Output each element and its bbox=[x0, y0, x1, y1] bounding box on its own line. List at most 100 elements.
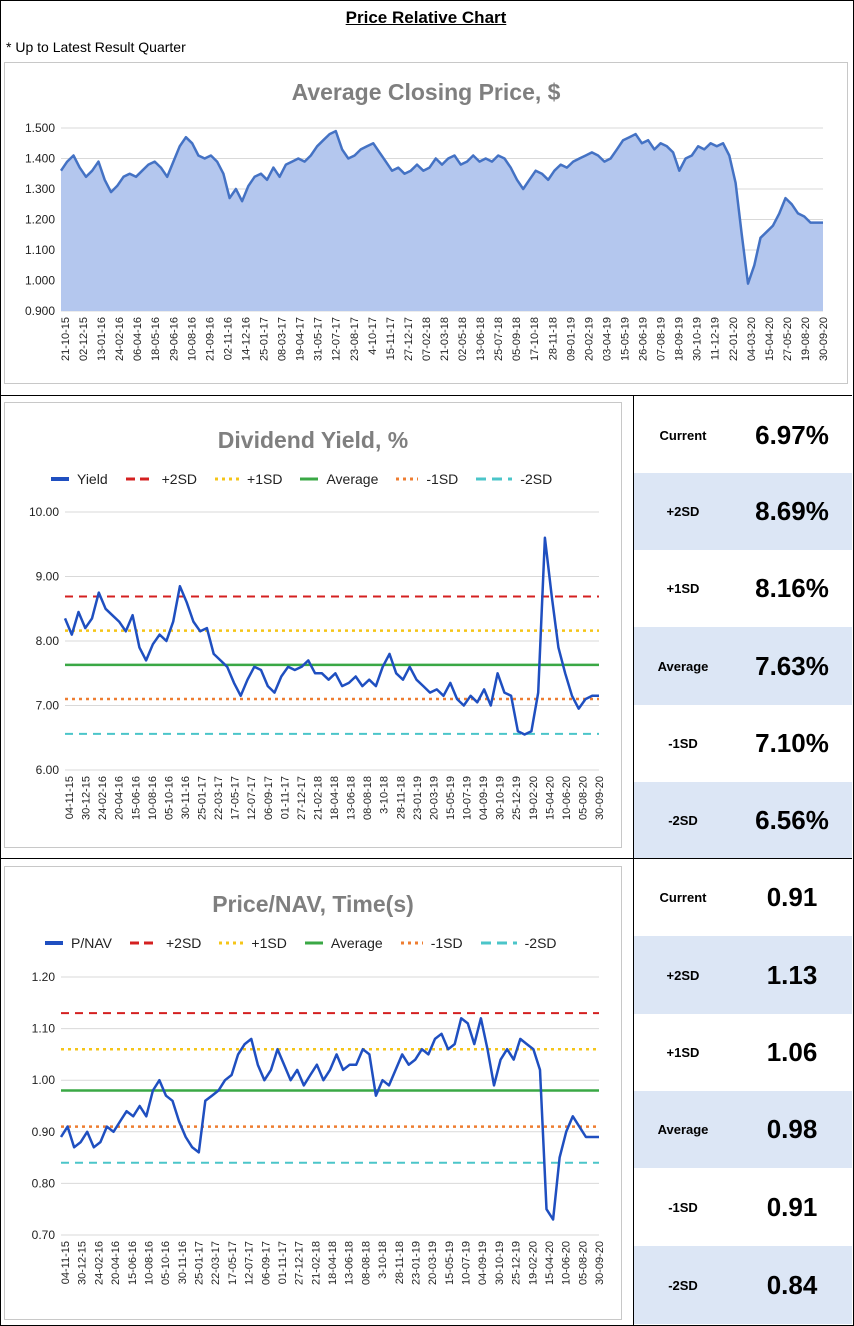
stat-value: 7.10% bbox=[755, 728, 829, 758]
x-tick-label: 26-06-19 bbox=[638, 317, 650, 361]
x-tick-label: 3-10-18 bbox=[379, 776, 391, 814]
pnav-stat-average: Average 0.98 bbox=[634, 1091, 852, 1168]
x-tick-label: 03-04-19 bbox=[601, 317, 613, 361]
x-tick-label: 25-12-19 bbox=[511, 776, 523, 820]
x-tick-label: 18-09-19 bbox=[674, 317, 686, 361]
y-tick-label: 0.70 bbox=[32, 1228, 56, 1242]
x-tick-label: 4-10-17 bbox=[367, 317, 379, 355]
pnav-legend: P/NAV +2SD +1SD Average -1SD -2SD bbox=[45, 935, 575, 951]
x-tick-label: 24-02-16 bbox=[114, 317, 126, 361]
x-tick-label: 12-07-17 bbox=[246, 776, 258, 820]
x-tick-label: 19-02-20 bbox=[528, 776, 540, 820]
x-tick-label: 23-01-19 bbox=[412, 776, 424, 820]
legend-average: Average bbox=[300, 471, 379, 487]
x-tick-label: 08-08-18 bbox=[362, 776, 374, 820]
stat-value: 0.91 bbox=[766, 882, 818, 912]
x-tick-label: 10-06-20 bbox=[561, 1241, 573, 1285]
x-tick-label: 02-05-18 bbox=[457, 317, 469, 361]
x-tick-label: 27-05-20 bbox=[782, 317, 794, 361]
yield-chart-title: Dividend Yield, % bbox=[217, 427, 409, 453]
x-tick-label: 01-11-17 bbox=[279, 776, 291, 819]
x-tick-label: 15-06-16 bbox=[130, 776, 142, 820]
yield-line bbox=[63, 536, 599, 736]
x-tick-label: 04-09-19 bbox=[477, 1241, 489, 1285]
pnav-stat-minus2sd: -2SD 0.84 bbox=[634, 1246, 852, 1324]
x-tick-label: 06-04-16 bbox=[132, 317, 144, 361]
divider-vertical bbox=[633, 395, 634, 1325]
yield-stat-current: Current 6.97% bbox=[634, 397, 852, 473]
yield-chart-panel: Dividend Yield, % Yield +2SD +1SD Averag… bbox=[4, 402, 622, 848]
stat-label: Current bbox=[659, 427, 707, 443]
y-tick-label: 1.300 bbox=[25, 182, 55, 196]
x-tick-label: 17-05-17 bbox=[230, 776, 242, 820]
x-tick-label: 22-03-17 bbox=[213, 776, 225, 820]
y-tick-label: 6.00 bbox=[36, 763, 60, 777]
stat-value: 7.63% bbox=[755, 650, 829, 681]
y-tick-label: 1.500 bbox=[25, 121, 55, 135]
x-tick-label: 3-10-18 bbox=[377, 1241, 389, 1279]
legend-plus2sd: +2SD bbox=[129, 935, 202, 951]
price-line bbox=[59, 129, 823, 285]
x-tick-label: 01-11-17 bbox=[277, 1241, 289, 1284]
yield-stat-plus2sd: +2SD 8.69% bbox=[634, 473, 852, 550]
x-tick-label: 31-05-17 bbox=[313, 317, 325, 361]
y-tick-label: 7.00 bbox=[36, 699, 60, 713]
x-tick-label: 27-12-17 bbox=[403, 317, 415, 361]
x-tick-label: 05-10-16 bbox=[163, 776, 175, 820]
y-tick-label: 0.900 bbox=[25, 304, 55, 318]
x-tick-label: 15-04-20 bbox=[764, 317, 776, 361]
x-tick-label: 30-10-19 bbox=[495, 776, 507, 820]
x-tick-label: 30-11-16 bbox=[177, 1241, 189, 1284]
x-tick-label: 15-11-17 bbox=[385, 317, 397, 360]
x-tick-label: 12-07-17 bbox=[331, 317, 343, 361]
stat-value: 0.84 bbox=[766, 1269, 818, 1300]
x-tick-label: 07-08-19 bbox=[656, 317, 668, 361]
x-tick-label: 17-05-17 bbox=[227, 1241, 239, 1285]
x-tick-label: 04-11-15 bbox=[64, 776, 76, 819]
x-tick-label: 28-11-18 bbox=[395, 776, 407, 819]
x-tick-label: 10-08-16 bbox=[147, 776, 159, 820]
y-tick-label: 0.80 bbox=[32, 1176, 56, 1190]
x-tick-label: 15-05-19 bbox=[444, 1241, 456, 1285]
divider-top bbox=[0, 395, 852, 396]
x-tick-label: 13-06-18 bbox=[344, 1241, 356, 1285]
x-tick-label: 30-10-19 bbox=[494, 1241, 506, 1285]
legend-yield: Yield bbox=[51, 471, 108, 487]
x-tick-label: 25-01-17 bbox=[197, 776, 209, 820]
stat-label: Current bbox=[659, 890, 707, 905]
x-tick-label: 30-12-15 bbox=[81, 776, 93, 820]
x-tick-label: 22-01-20 bbox=[728, 317, 740, 361]
stat-value: 8.16% bbox=[755, 573, 829, 603]
x-tick-label: 20-04-16 bbox=[114, 776, 126, 820]
legend-plus1sd: +1SD bbox=[215, 471, 283, 487]
x-tick-label: 27-12-17 bbox=[296, 776, 308, 820]
stat-label: +2SD bbox=[666, 504, 700, 519]
legend-minus2sd: -2SD bbox=[476, 471, 553, 487]
x-tick-label: 07-02-18 bbox=[421, 317, 433, 361]
y-tick-label: 8.00 bbox=[36, 634, 60, 648]
x-tick-label: 25-07-18 bbox=[493, 317, 505, 361]
x-tick-label: 30-10-19 bbox=[692, 317, 704, 361]
y-tick-label: 10.00 bbox=[29, 505, 59, 519]
x-tick-label: 25-01-17 bbox=[194, 1241, 206, 1285]
pnav-stat-plus1sd: +1SD 1.06 bbox=[634, 1014, 852, 1091]
yield-stat-average: Average 7.63% bbox=[634, 627, 852, 705]
y-tick-label: 1.20 bbox=[32, 970, 56, 984]
price-chart: 1.500 1.400 1.300 1.200 1.100 1.000 0.900 21-10… bbox=[25, 121, 830, 361]
x-tick-label: 20-03-19 bbox=[427, 1241, 439, 1285]
stat-value: 6.56% bbox=[755, 804, 829, 835]
x-tick-label: 23-08-17 bbox=[349, 317, 361, 361]
x-tick-label: 14-12-16 bbox=[240, 317, 252, 361]
x-tick-label: 13-01-16 bbox=[96, 317, 108, 361]
x-tick-label: 02-11-16 bbox=[222, 317, 234, 360]
y-tick-label: 9.00 bbox=[36, 570, 60, 584]
pnav-chart-title: Price/NAV, Time(s) bbox=[212, 891, 414, 917]
x-tick-label: 18-05-16 bbox=[150, 317, 162, 361]
x-tick-label: 30-11-16 bbox=[180, 776, 192, 819]
stat-label: +2SD bbox=[666, 967, 700, 983]
y-tick-label: 1.000 bbox=[25, 274, 55, 288]
x-tick-label: 12-07-17 bbox=[244, 1241, 256, 1285]
pnav-stat-minus1sd: -1SD 0.91 bbox=[634, 1168, 852, 1246]
x-tick-label: 25-12-19 bbox=[511, 1241, 523, 1285]
x-tick-label: 30-12-15 bbox=[77, 1241, 89, 1285]
